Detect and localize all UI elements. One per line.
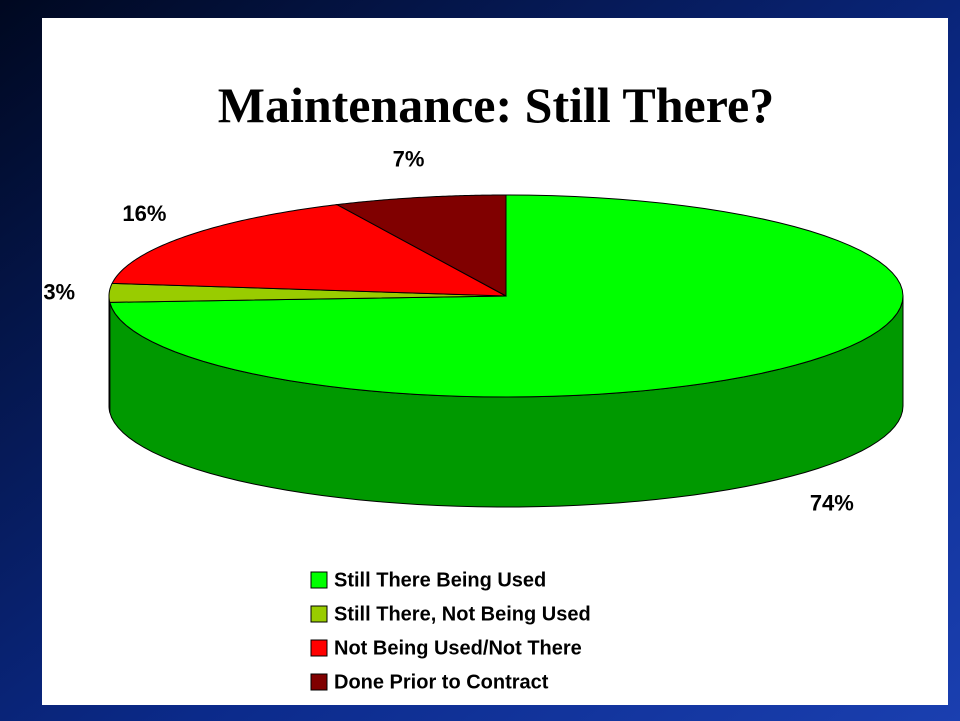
legend-label: Still There Being Used (334, 569, 546, 591)
data-label: 3% (43, 280, 75, 305)
legend-swatch (310, 571, 328, 589)
legend-swatch (310, 639, 328, 657)
legend: Still There Being Used Still There, Not B… (310, 569, 591, 693)
legend-swatch (310, 673, 328, 691)
slice (108, 282, 507, 413)
chart-title: Maintenance: Still There? (218, 77, 774, 133)
slice (335, 194, 507, 297)
legend-label: Not Being Used/Not There (334, 637, 582, 659)
pie (108, 194, 904, 508)
slice-top (335, 194, 507, 297)
legend-label: Still There, Not Being Used (334, 603, 591, 625)
data-label: 16% (122, 201, 166, 226)
legend-swatch (310, 605, 328, 623)
slice-top (111, 204, 507, 297)
legend-label: Done Prior to Contract (334, 671, 549, 693)
data-label: 74% (810, 491, 854, 516)
slice (111, 204, 507, 297)
slice-side (108, 296, 111, 413)
data-label: 7% (393, 146, 425, 171)
slice-top (108, 282, 507, 303)
